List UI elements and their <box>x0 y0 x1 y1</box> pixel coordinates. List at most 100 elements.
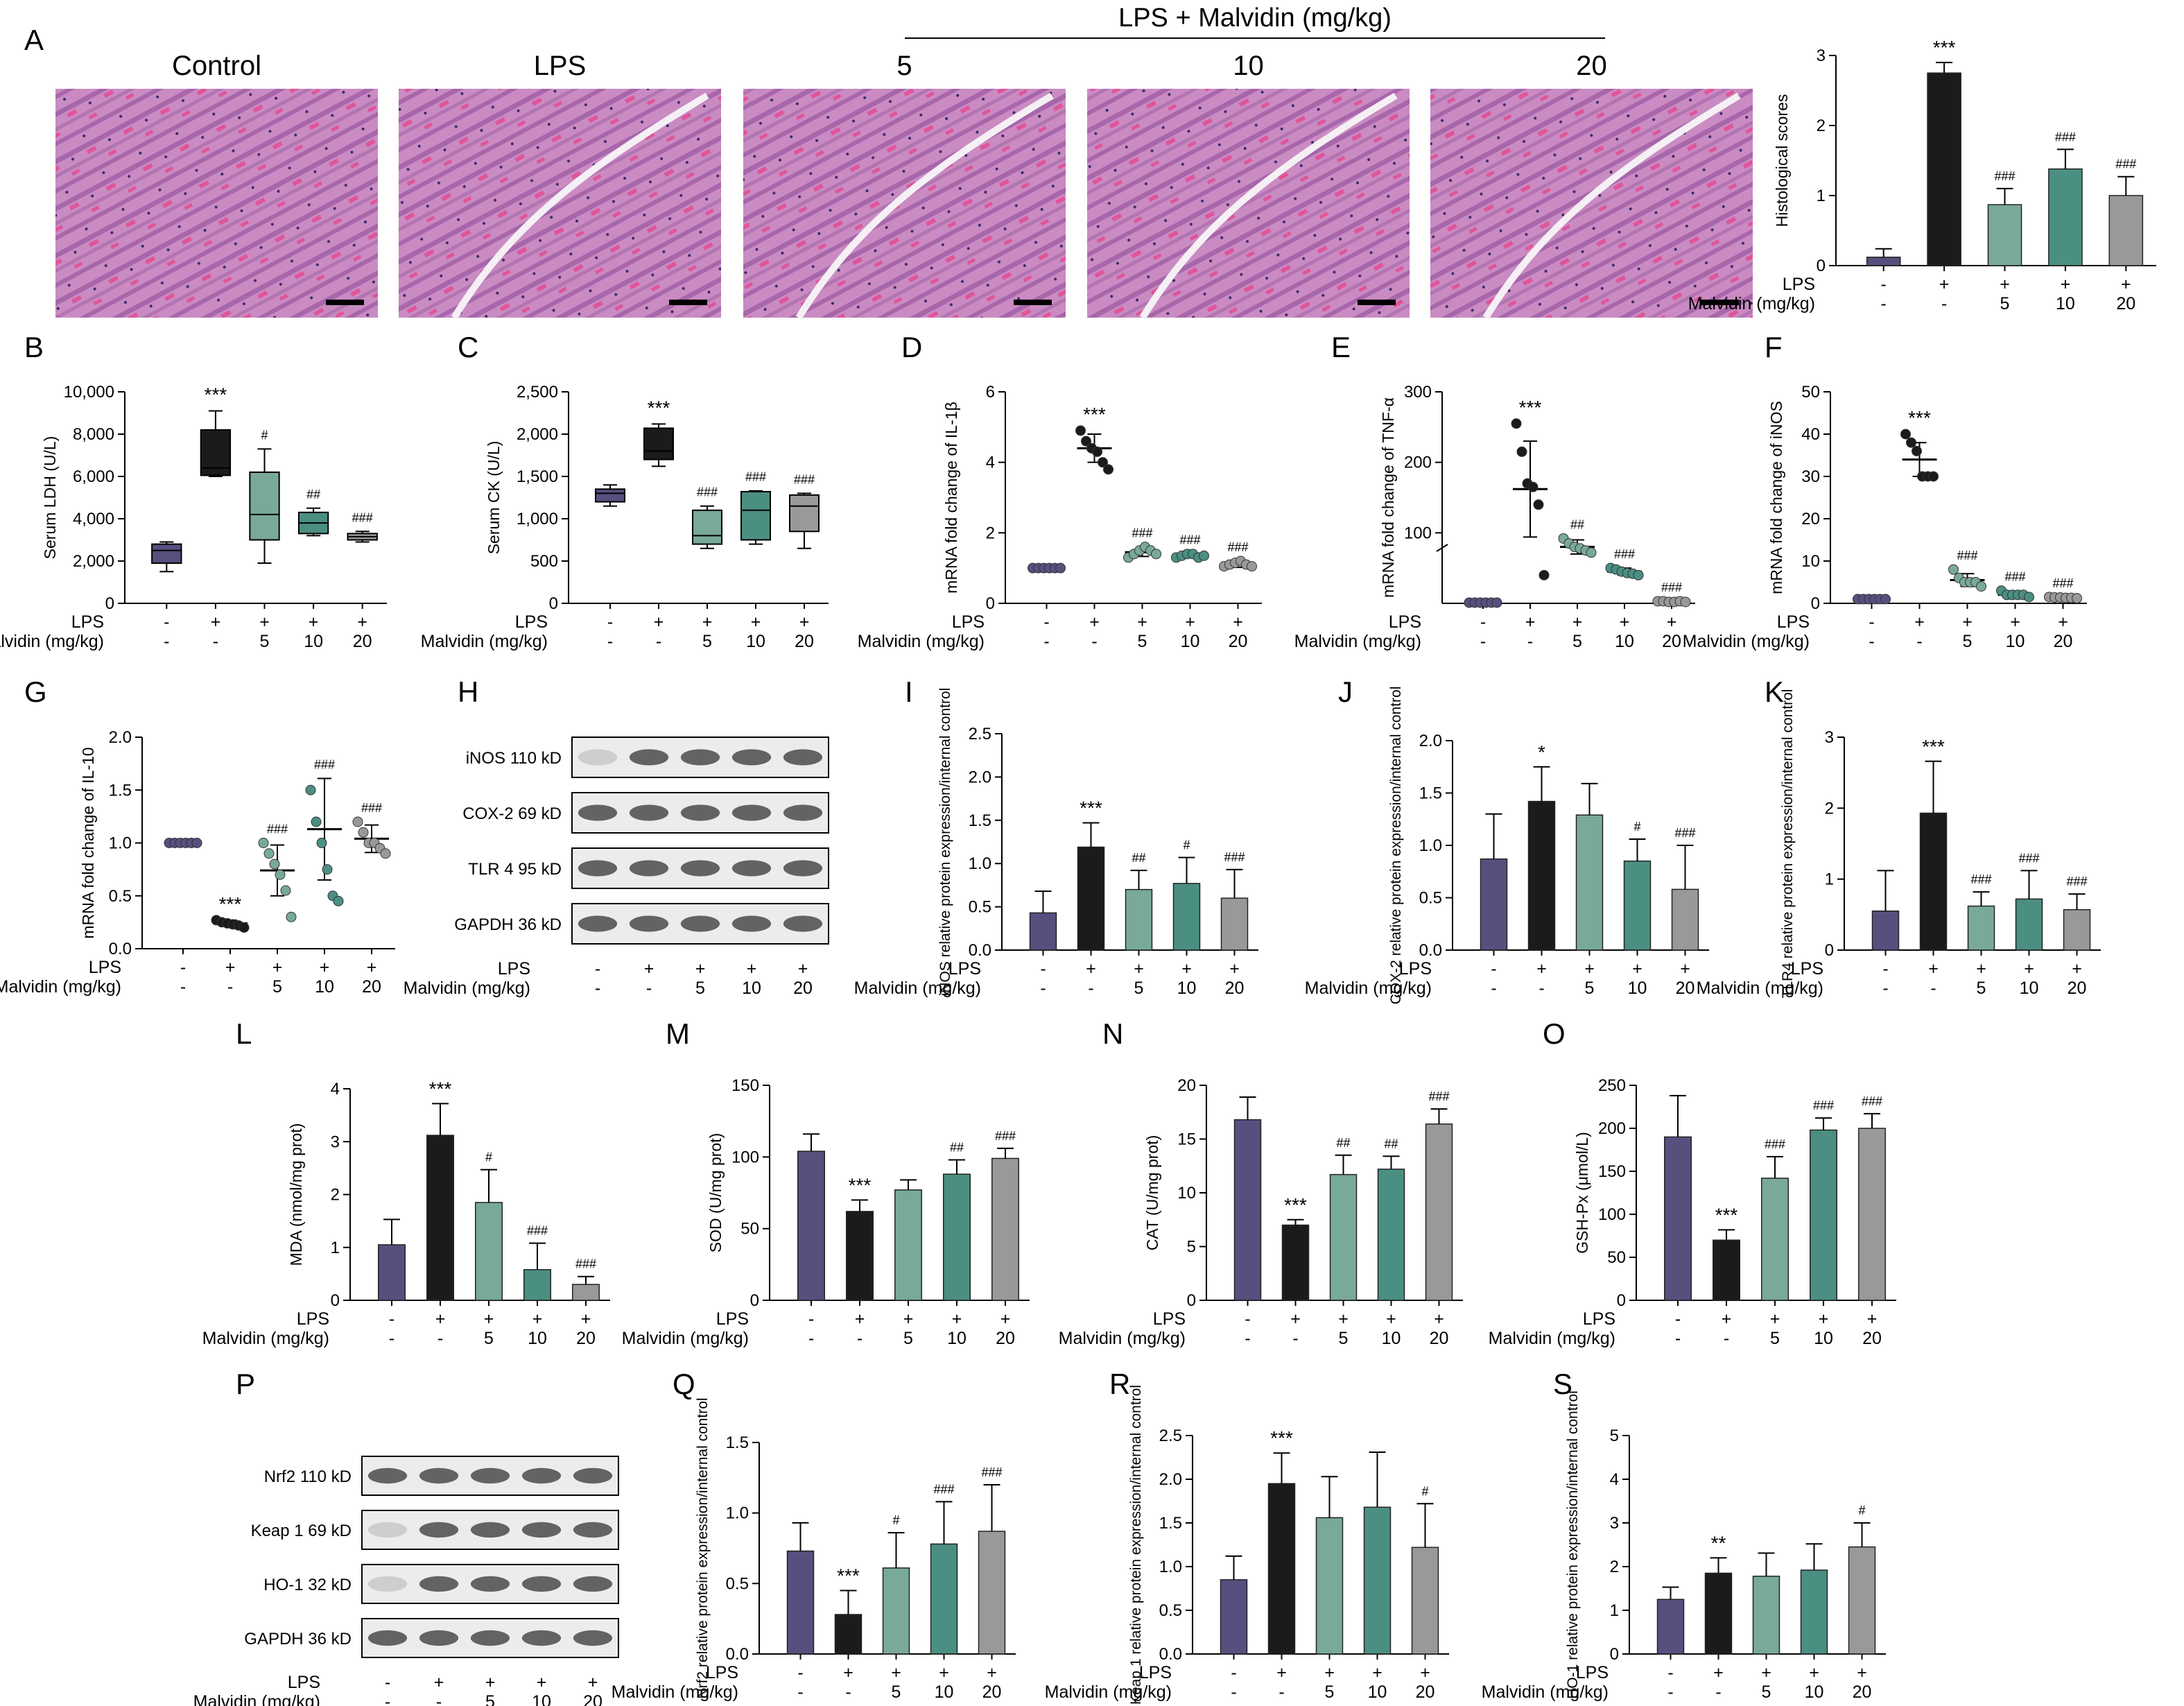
y-tick-label: 10 <box>1177 1184 1196 1203</box>
bar <box>1866 257 1901 266</box>
protein-band <box>367 1630 408 1646</box>
lps-row-label-g: LPS <box>89 958 121 977</box>
y-tick-label: 0.5 <box>109 887 132 906</box>
malvidin-row-label-m: Malvidin (mg/kg) <box>622 1329 749 1348</box>
chart-f: 0 10 20 30 40 50 mRNA fold change of iNOS *** ##… <box>1767 383 2087 613</box>
lps-sign-d: - <box>1043 612 1049 632</box>
data-point <box>2072 593 2082 604</box>
data-point <box>1075 425 1086 436</box>
y-tick-label: 100 <box>1598 1205 1626 1224</box>
lps-sign-f: + <box>1914 612 1925 632</box>
y-tick-label: 0 <box>331 1291 340 1310</box>
significance-mark: *** <box>1933 37 1956 58</box>
significance-mark: ### <box>1132 526 1152 540</box>
data-point <box>1103 464 1113 475</box>
y-tick-label: 0.0 <box>1419 941 1442 960</box>
y-tick-label: 0.0 <box>109 940 132 958</box>
malvidin-dose-j: 10 <box>1628 979 1647 998</box>
malvidin-dose-o: - <box>1675 1329 1681 1348</box>
y-tick-label: 1.5 <box>1159 1514 1182 1533</box>
lps-sign-e: + <box>1620 612 1630 632</box>
lps-sign-o: + <box>1819 1309 1829 1329</box>
y-tick-label: 2 <box>1610 1558 1619 1576</box>
malvidin-row-label-g: Malvidin (mg/kg) <box>0 977 121 997</box>
y-axis-label: Keap 1 relative protein expression/inter… <box>1128 1385 1144 1705</box>
panel-letter-o: O <box>1543 1017 1566 1050</box>
protein-band <box>419 1522 459 1538</box>
malvidin-dose-f: - <box>1869 632 1874 651</box>
y-tick-label: 1.5 <box>1419 784 1442 803</box>
malvidin-row-label-blot-h: Malvidin (mg/kg) <box>404 979 530 998</box>
y-axis-label: Serum CK (U/L) <box>485 441 503 555</box>
y-tick-label: 0.0 <box>969 941 991 960</box>
bar <box>882 1567 910 1655</box>
significance-mark: ### <box>361 801 382 815</box>
lps-sign-i: + <box>1134 959 1144 979</box>
y-tick-label: 100 <box>1404 524 1432 542</box>
y-axis-label: GSH-Px (μmol/L) <box>1573 1132 1591 1254</box>
lps-sign-i: - <box>1040 959 1046 979</box>
lps-row-label-j: LPS <box>1399 959 1432 979</box>
y-tick-label: 10,000 <box>64 383 114 402</box>
data-point <box>1976 581 1986 592</box>
lps-sign-j: - <box>1491 959 1496 979</box>
data-point <box>1247 561 1257 572</box>
lps-sign-l: + <box>435 1309 446 1329</box>
y-tick-label: 50 <box>1801 383 1820 402</box>
data-point <box>1633 569 1644 580</box>
chart-q: 0.0 0.5 1.0 1.5 Nrf2 relative protein expres… <box>695 1397 1016 1699</box>
malvidin-dose-b: - <box>213 632 218 651</box>
malvidin-dose-g: 5 <box>272 977 282 997</box>
malvidin-dose-e: - <box>1480 632 1486 651</box>
malvidin-dose-e: - <box>1527 632 1533 651</box>
bar <box>1671 888 1699 951</box>
protein-band <box>521 1522 562 1538</box>
chart-b: 0 2,000 4,000 6,000 8,000 10,000 Serum LDH (U/… <box>41 383 387 613</box>
box <box>151 543 182 565</box>
malvidin-row-label-o: Malvidin (mg/kg) <box>1489 1329 1615 1348</box>
histology-title: LPS <box>534 51 587 81</box>
lps-sign-o: - <box>1675 1309 1681 1329</box>
significance-mark: ### <box>2055 130 2076 144</box>
y-tick-label: 2 <box>986 524 995 542</box>
protein-band <box>731 915 772 932</box>
malvidin-dose-blot-h: - <box>595 979 600 998</box>
panel-letter-l: L <box>236 1017 252 1050</box>
malvidin-dose-f: - <box>1916 632 1922 651</box>
data-point <box>352 816 363 827</box>
malvidin-dose-o: 5 <box>1770 1329 1780 1348</box>
significance-mark: *** <box>837 1565 860 1587</box>
y-tick-label: 4 <box>331 1080 340 1098</box>
bar <box>1987 204 2022 266</box>
y-tick-label: 1,000 <box>517 510 558 528</box>
malvidin-dose-blot-h: 10 <box>742 979 761 998</box>
lps-row-label-o: LPS <box>1583 1309 1615 1329</box>
y-tick-label: 20 <box>1801 510 1820 528</box>
he-stain-image <box>743 89 1066 318</box>
lps-row-label-m: LPS <box>716 1309 749 1329</box>
box <box>789 494 820 533</box>
significance-mark: ### <box>745 470 766 484</box>
protein-band <box>578 749 618 766</box>
y-tick-label: 150 <box>731 1076 759 1095</box>
malvidin-dose-r: 10 <box>1368 1682 1387 1702</box>
lps-sign-f: + <box>2010 612 2020 632</box>
lps-sign-a: + <box>2121 275 2131 294</box>
malvidin-dose-e: 10 <box>1615 632 1634 651</box>
lps-sign-j: + <box>1536 959 1547 979</box>
protein-band <box>419 1576 459 1592</box>
data-point <box>1527 481 1539 492</box>
y-tick-label: 4 <box>986 454 995 472</box>
lps-sign-i: + <box>1181 959 1192 979</box>
significance-mark: * <box>1538 741 1545 763</box>
significance-mark: *** <box>648 397 670 418</box>
y-axis-label: HO-1 relative protein expression/interna… <box>1565 1390 1581 1699</box>
malvidin-dose-s: 10 <box>1805 1682 1824 1702</box>
bar <box>572 1284 600 1301</box>
tissue-gap <box>795 92 1054 320</box>
malvidin-dose-d: - <box>1091 632 1097 651</box>
y-tick-label: 4,000 <box>73 510 114 528</box>
y-axis-label: CAT (U/mg prot) <box>1143 1135 1161 1251</box>
malvidin-dose-f: 5 <box>1963 632 1973 651</box>
data-point <box>1098 457 1108 468</box>
